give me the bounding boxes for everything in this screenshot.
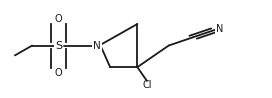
Text: N: N [93, 41, 100, 51]
Text: Cl: Cl [142, 80, 152, 90]
Text: N: N [216, 24, 224, 34]
Text: O: O [55, 68, 62, 78]
Text: O: O [55, 14, 62, 24]
Text: S: S [55, 41, 62, 51]
